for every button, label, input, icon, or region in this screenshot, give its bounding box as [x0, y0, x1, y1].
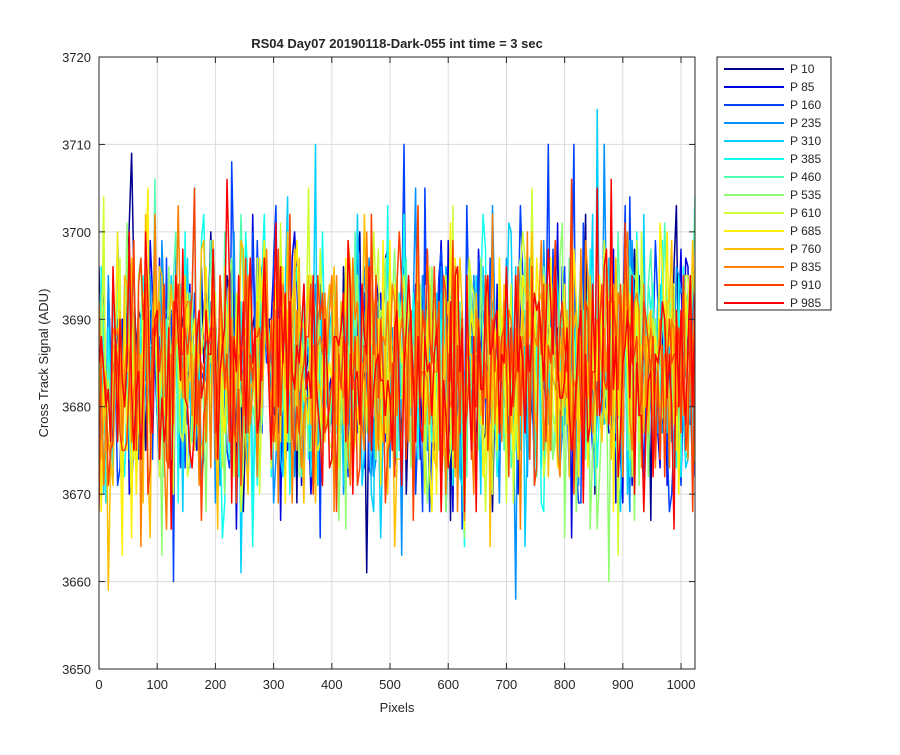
legend-item[interactable]: P 835 [724, 260, 821, 274]
y-tick-label: 3690 [62, 312, 91, 327]
series-line-p910 [99, 178, 695, 522]
y-axis-label: Cross Track Signal (ADU) [36, 289, 51, 438]
axes-box [98, 56, 696, 670]
x-tick-label: 700 [496, 677, 518, 692]
legend-item[interactable]: P 985 [724, 296, 821, 310]
x-tick-label: 900 [612, 677, 634, 692]
legend-item[interactable]: P 310 [724, 134, 821, 148]
chart-title: RS04 Day07 20190118-Dark-055 int time = … [251, 36, 543, 51]
legend-item[interactable]: P 10 [724, 62, 815, 76]
legend-item[interactable]: P 535 [724, 188, 821, 202]
legend[interactable]: P 10 P 85 P 160 P 235 P 310 P 385 P 460 P 535 P … [716, 56, 832, 311]
x-tick-label: 600 [437, 677, 459, 692]
legend-label: P 160 [790, 98, 821, 112]
y-tick-label: 3700 [62, 225, 91, 240]
y-tick-label: 3660 [62, 575, 91, 590]
x-tick-label: 0 [95, 677, 102, 692]
axis-ticks: 0 100 200 300 400 500 600 700 800 900 1000 3650 3660… [62, 50, 695, 692]
x-tick-label: 800 [554, 677, 576, 692]
x-tick-label: 400 [321, 677, 343, 692]
x-tick-label: 200 [205, 677, 227, 692]
legend-item[interactable]: P 910 [724, 278, 821, 292]
legend-label: P 85 [790, 80, 815, 94]
series-line-p985 [99, 178, 695, 530]
legend-item[interactable]: P 685 [724, 224, 821, 238]
legend-item[interactable]: P 385 [724, 152, 821, 166]
legend-item[interactable]: P 85 [724, 80, 815, 94]
legend-label: P 10 [790, 62, 815, 76]
legend-label: P 835 [790, 260, 821, 274]
legend-label: P 385 [790, 152, 821, 166]
legend-label: P 535 [790, 188, 821, 202]
legend-label: P 760 [790, 242, 821, 256]
legend-label: P 610 [790, 206, 821, 220]
legend-label: P 310 [790, 134, 821, 148]
legend-label: P 685 [790, 224, 821, 238]
y-tick-label: 3720 [62, 50, 91, 65]
legend-item[interactable]: P 610 [724, 206, 821, 220]
legend-item[interactable]: P 460 [724, 170, 821, 184]
legend-label: P 985 [790, 296, 821, 310]
legend-item[interactable]: P 760 [724, 242, 821, 256]
x-tick-label: 1000 [667, 677, 696, 692]
y-tick-label: 3650 [62, 662, 91, 677]
x-tick-label: 300 [263, 677, 285, 692]
series-lines [99, 108, 695, 600]
x-axis-label: Pixels [380, 700, 415, 715]
y-tick-label: 3680 [62, 400, 91, 415]
x-tick-label: 100 [146, 677, 168, 692]
y-tick-label: 3710 [62, 137, 91, 152]
x-tick-label: 500 [379, 677, 401, 692]
legend-item[interactable]: P 235 [724, 116, 821, 130]
legend-label: P 460 [790, 170, 821, 184]
legend-label: P 235 [790, 116, 821, 130]
legend-label: P 910 [790, 278, 821, 292]
legend-item[interactable]: P 160 [724, 98, 821, 112]
y-tick-label: 3670 [62, 487, 91, 502]
